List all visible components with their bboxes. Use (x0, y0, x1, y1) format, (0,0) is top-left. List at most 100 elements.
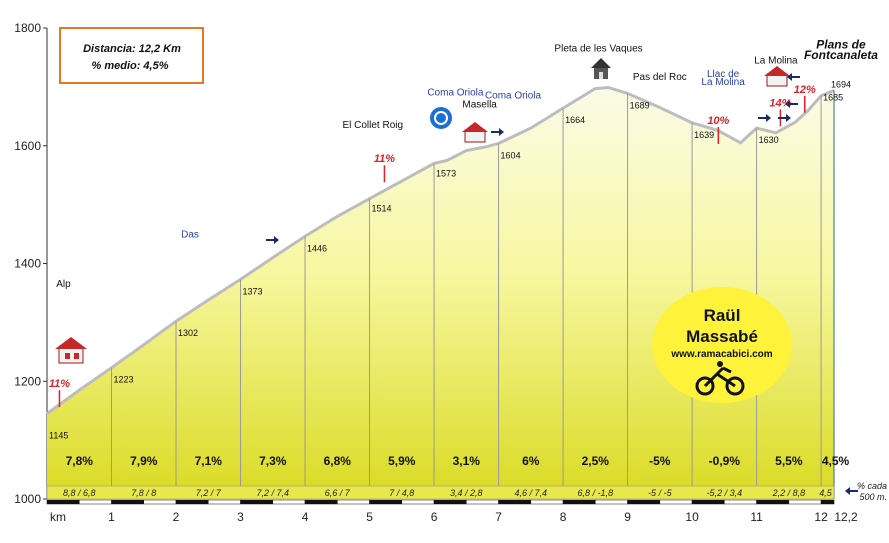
km-scale-segment (691, 499, 725, 505)
y-tick-label: 1200 (14, 374, 41, 388)
place-label: Masella (462, 99, 497, 110)
km-gradient-label: 2,5% (582, 454, 610, 468)
km-scale-segment (208, 499, 241, 505)
x-tick-label: 5 (366, 510, 373, 524)
elevation-label: 1694 (831, 79, 851, 89)
half-km-gradients: 8,8 / 6,8 7,8 / 8 7,2 / 7 7,2 / 7,4 6,6 / 7 7… (63, 481, 887, 502)
half-km-gradient-label: -5,2 / 3,4 (707, 488, 743, 498)
km-scale-segment (111, 499, 145, 505)
half-km-note: % cada (857, 481, 887, 491)
x-axis-ticks: km 1 2 3 4 5 6 7 8 9 10 11 12 12,2 (50, 510, 858, 524)
place-label: Fontcanaleta (804, 48, 878, 62)
profile-line (46, 85, 835, 415)
km-gradient-label: 7,8% (66, 454, 94, 468)
max-gradient-label: 11% (49, 378, 70, 390)
half-km-gradient-label: 6,8 / -1,8 (578, 488, 614, 498)
km-scale-segment (659, 499, 693, 505)
place-label: Coma Oriola (427, 88, 484, 99)
y-tick-label: 1600 (14, 139, 41, 153)
km-gradient-label: 7,1% (195, 454, 223, 468)
roundabout-icon (430, 107, 452, 129)
km-scale-segment (369, 499, 403, 505)
km-scale-segment (46, 499, 80, 505)
km-scale-segment (498, 499, 532, 505)
half-km-gradient-label: 4,5 (819, 488, 833, 498)
elevation-label: 1604 (501, 150, 521, 160)
km-gradient-label: 7,3% (259, 454, 287, 468)
max-gradient-label: 12% (794, 84, 816, 96)
km-scale-segment (595, 499, 628, 505)
elevation-label: 1689 (630, 100, 650, 110)
x-tick-label: 8 (560, 510, 567, 524)
direction-arrow-icons (266, 73, 858, 495)
km-gradient-label: 7,9% (130, 454, 158, 468)
km-scale-segment (337, 499, 370, 505)
half-km-gradient-label: 7,2 / 7,4 (257, 488, 290, 498)
y-tick-label: 1400 (14, 257, 41, 271)
place-label: Pleta de les Vaques (554, 44, 642, 55)
x-tick-label: 11 (750, 510, 763, 524)
km-scale-segment (530, 499, 564, 505)
km-scale-segment (79, 499, 112, 505)
ski-resort-icon-lamolina (764, 66, 790, 87)
x-axis-unit-label: km (50, 510, 66, 524)
half-km-gradient-label: 7 / 4,8 (389, 488, 414, 498)
km-gradient-label: 5,9% (388, 454, 416, 468)
half-km-gradient-label: 8,8 / 6,8 (63, 488, 96, 498)
km-gradient-label: -0,9% (709, 454, 741, 468)
km-gradient-label: 6,8% (324, 454, 352, 468)
elevation-label: 1514 (372, 203, 392, 213)
mountain-hut-icon (591, 58, 611, 79)
km-gradients: 7,8% 7,9% 7,1% 7,3% 6,8% 5,9% 3,1% 6% 2,5% -5% -0,… (66, 454, 850, 468)
km-scale-segment (143, 499, 177, 505)
x-tick-label: 10 (685, 510, 699, 524)
km-scale-segment (562, 499, 596, 505)
elevation-label: 1639 (694, 130, 714, 140)
max-gradient-label: 10% (707, 115, 729, 127)
km-scale-segment (175, 499, 209, 505)
elevation-label: 1573 (436, 169, 456, 179)
x-tick-label: 7 (495, 510, 502, 524)
place-label: Alp (56, 279, 71, 290)
km-scale-segment (304, 499, 338, 505)
km-scale-segment (820, 499, 835, 505)
max-gradient-label: 11% (374, 153, 395, 165)
x-tick-label: 9 (624, 510, 631, 524)
x-tick-label: 12 (814, 510, 828, 524)
half-km-band (46, 485, 835, 500)
place-label: La Molina (754, 55, 798, 66)
elevation-label: 1685 (823, 93, 843, 103)
km-scale-segment (756, 499, 790, 505)
x-tick-label: 3 (237, 510, 244, 524)
ski-resort-icon-masella (462, 122, 488, 143)
km-scale-segment (240, 499, 274, 505)
km-gradient-label: -5% (649, 454, 671, 468)
place-labels: Alp Das El Collet Roig Coma OriolaMasellaCo… (56, 38, 878, 290)
km-scale-segment (627, 499, 661, 505)
x-tick-label: 4 (302, 510, 309, 524)
km-gradient-label: 3,1% (453, 454, 481, 468)
y-axis-ticks: 1000 1200 1400 1600 1800 (14, 21, 47, 506)
y-tick-label: 1000 (14, 492, 41, 506)
max-gradient-label: 14% (769, 97, 791, 109)
x-tick-label: 12,2 (834, 510, 858, 524)
km-gradient-label: 6% (522, 454, 540, 468)
half-km-gradient-label: 6,6 / 7 (325, 488, 351, 498)
km-scale-segment (466, 499, 499, 505)
author-site: www.ramacabici.com (670, 349, 772, 360)
author-name: Raül (704, 306, 741, 325)
elevation-label: 1446 (307, 243, 327, 253)
half-km-gradient-label: 2,2 / 8,8 (772, 488, 806, 498)
author-surname: Massabé (686, 327, 758, 346)
elevation-label: 1664 (565, 115, 585, 125)
info-average: % medio: 4,5% (91, 60, 168, 72)
elevation-label: 1302 (178, 328, 198, 338)
km-gradient-label: 4,5% (822, 454, 850, 468)
info-distance: Distancia: 12,2 Km (83, 43, 181, 55)
km-scale-segment (401, 499, 435, 505)
elevation-label: 1630 (759, 135, 779, 145)
half-km-gradient-label: 7,2 / 7 (196, 488, 222, 498)
info-box (59, 27, 204, 84)
y-tick-label: 1800 (14, 21, 41, 35)
